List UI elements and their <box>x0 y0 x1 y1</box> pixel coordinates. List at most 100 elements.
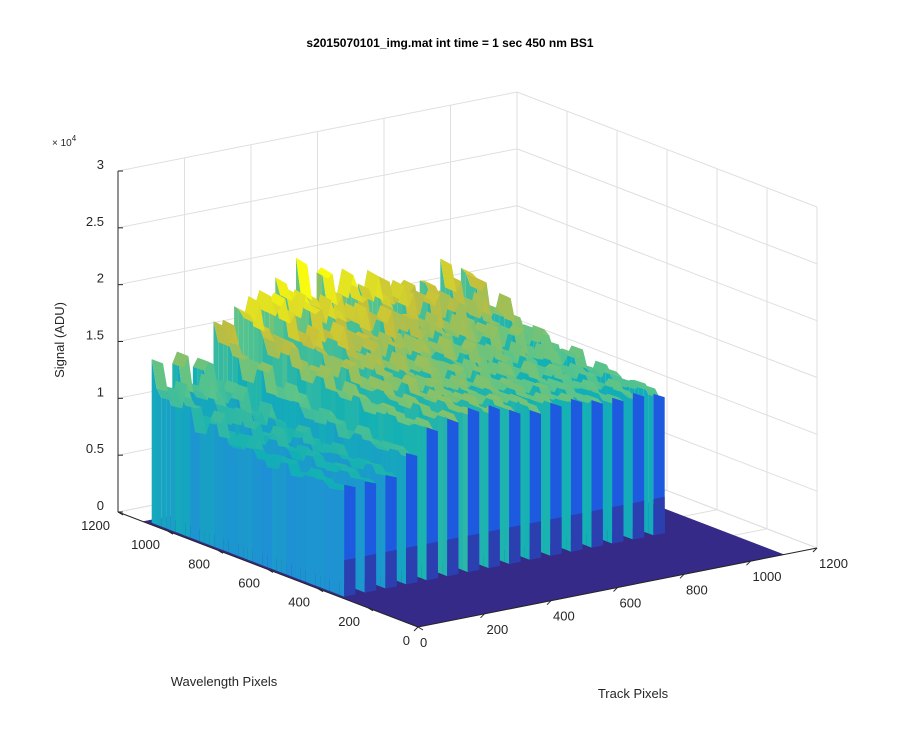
stripe-top <box>450 391 467 400</box>
stripe-face <box>417 416 422 579</box>
stripe-base <box>529 521 541 560</box>
stripe-base <box>364 553 377 593</box>
stripe-face <box>623 393 628 538</box>
x-tick-mark <box>546 600 552 606</box>
z-grid-line <box>117 205 818 322</box>
axes-lines <box>117 170 818 632</box>
stripe-top <box>453 299 470 331</box>
stripe-top <box>469 403 486 410</box>
stripe-face <box>540 398 546 554</box>
stripe-face <box>166 386 171 531</box>
stripe-top <box>442 327 459 338</box>
stripe-top <box>269 417 286 423</box>
stripe-top <box>586 367 603 378</box>
stripe-top <box>532 382 549 389</box>
stripe-cap <box>570 398 583 552</box>
x-tick-label: 1200 <box>819 556 848 571</box>
stripe-base <box>653 496 665 536</box>
stripe-top <box>293 424 311 434</box>
stripe-top <box>449 359 466 367</box>
z-exponent-base: × 10 <box>52 138 72 149</box>
stripe-top <box>300 474 317 478</box>
stripe-top <box>456 383 473 393</box>
stripe-face <box>247 435 253 562</box>
stripe-face <box>458 406 463 571</box>
stripe-base <box>406 545 418 585</box>
stripe-face <box>243 435 248 560</box>
stripe-face <box>401 452 406 585</box>
stripe-base <box>632 500 645 540</box>
tick-labels: 0200400600800100012000200400600800100012… <box>81 157 848 650</box>
stripe-face <box>233 433 239 556</box>
stripe-ridge <box>151 359 356 597</box>
stripe-top <box>444 357 461 364</box>
stripe-top <box>287 449 304 461</box>
stripe-face <box>396 448 402 583</box>
stripe-top <box>419 394 436 403</box>
stripe-face <box>586 394 592 548</box>
stripe-top <box>588 388 605 396</box>
stripe-base <box>344 558 356 597</box>
stripe-top <box>485 393 502 401</box>
stripe-base <box>467 533 480 573</box>
x-tick-mark <box>413 626 419 632</box>
stripe-top <box>296 257 313 301</box>
stripe-top <box>151 359 168 392</box>
stripe-top <box>227 341 245 361</box>
y-tick-label: 1200 <box>81 518 110 533</box>
stripe-face <box>185 403 191 538</box>
z-tick-label: 1 <box>97 384 104 399</box>
stripe-face <box>643 385 649 534</box>
stripe-top <box>412 354 429 369</box>
stripe-face <box>628 392 633 540</box>
stripe-face <box>315 476 321 588</box>
stripe-top <box>437 409 454 418</box>
stripe-face <box>267 453 272 569</box>
stripe-face <box>524 401 530 560</box>
stripe-face <box>199 414 205 544</box>
stripe-top <box>341 358 358 367</box>
stripe-base <box>509 525 521 564</box>
stripe-top <box>438 360 455 366</box>
stripe-top <box>443 400 460 413</box>
y-tick-mark <box>267 569 274 573</box>
stripe-face <box>324 482 330 591</box>
stripe-face <box>180 395 186 536</box>
stripe-face <box>607 393 613 544</box>
stripe-top <box>431 325 448 336</box>
stripe-base <box>550 517 562 556</box>
stripe-top <box>597 392 614 404</box>
stripe-face <box>520 401 525 558</box>
stripe-top <box>440 258 457 293</box>
x-tick-label: 1000 <box>753 569 782 584</box>
stripe-face <box>238 433 244 558</box>
z-tick-label: 1.5 <box>86 328 104 343</box>
stripe-top <box>209 410 226 424</box>
stripe-top <box>370 462 388 476</box>
stripe-face <box>339 484 345 597</box>
stripe-top <box>460 267 477 279</box>
stripe-top <box>337 453 354 461</box>
stripe-top <box>421 425 438 432</box>
stripe-face <box>219 429 224 551</box>
stripe-face <box>161 386 167 529</box>
stripe-face <box>195 414 200 542</box>
stripe-top <box>425 377 442 383</box>
stripe-top <box>322 352 339 378</box>
stripe-top <box>359 396 376 415</box>
stripe-face <box>499 402 505 563</box>
stripe-top <box>237 352 254 384</box>
stripe-face <box>355 477 360 591</box>
stripe-top <box>192 357 209 371</box>
stripe-top <box>275 277 292 301</box>
stripe-face <box>360 477 365 593</box>
stripe-top <box>172 351 189 368</box>
stripe-cap <box>550 402 562 556</box>
stripe-top <box>503 372 520 385</box>
z-axis-label: Signal (ADU) <box>52 302 67 378</box>
stripe-face <box>204 421 210 545</box>
stripe-top <box>378 276 395 305</box>
x-tick-label: 800 <box>686 582 708 597</box>
y-tick-label: 600 <box>238 576 260 591</box>
y-tick-label: 400 <box>288 595 310 610</box>
